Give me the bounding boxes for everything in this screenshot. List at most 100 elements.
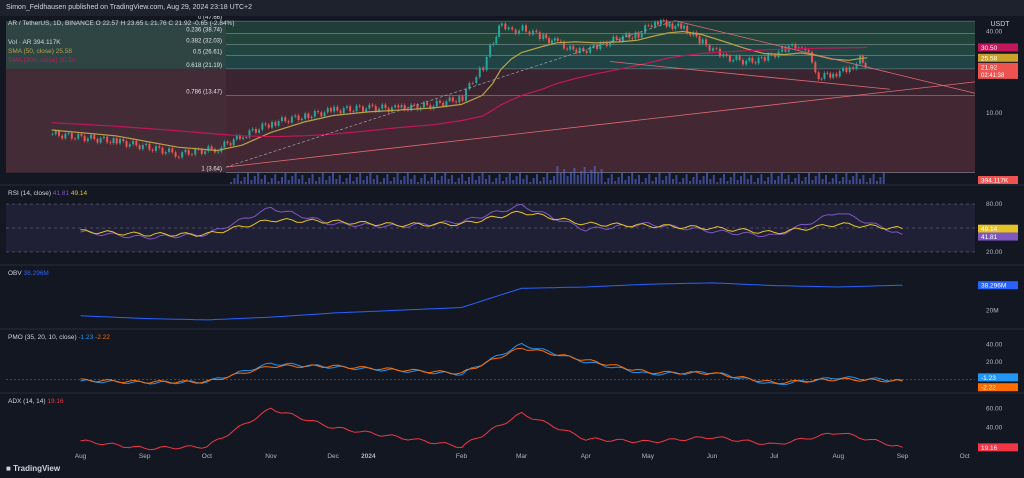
volume-bar <box>325 180 328 184</box>
rsi-legend: RSI (14, close) 41.81 49.14 <box>8 190 88 197</box>
time-tick: Dec <box>327 453 339 460</box>
rsi-ma-badge-bg <box>978 224 1018 233</box>
candle-body <box>77 133 80 139</box>
badge-sma200-bg <box>978 43 1018 52</box>
volume-bar <box>308 178 311 184</box>
sma200-line <box>51 46 868 138</box>
tradingview-logo[interactable]: ■ TradingView <box>6 460 60 478</box>
volume-bar <box>672 179 674 184</box>
candle-body <box>336 106 339 111</box>
volume-bar <box>845 173 848 184</box>
volume-bar <box>352 181 355 184</box>
fib-label: 0.382 (32.03) <box>186 39 222 45</box>
time-tick: Feb <box>456 453 468 460</box>
volume-bar <box>607 178 610 184</box>
volume-bar <box>695 173 698 184</box>
volume-bar <box>423 174 426 184</box>
volume-bar <box>743 172 746 184</box>
candle-body <box>109 142 112 144</box>
rsi-tick: 20.00 <box>986 249 1003 256</box>
volume-bar <box>604 182 606 184</box>
candle-body <box>735 56 738 60</box>
obv-badge: 38.296M <box>981 283 1006 290</box>
volume-bar <box>553 176 555 184</box>
volume-bar <box>566 176 569 184</box>
chart-area[interactable]: 0 (47.66) 0.236 (38.74) 0.382 (32.03) 0.5 (… <box>0 16 1024 460</box>
candle-body <box>177 156 180 158</box>
candle-body <box>605 42 608 46</box>
adx-badge-bg <box>978 443 1018 452</box>
adx-tick: 60.00 <box>986 406 1003 413</box>
candle-body <box>248 130 251 138</box>
candle-body <box>317 111 320 113</box>
volume-bar <box>736 180 739 184</box>
volume-bar <box>430 177 433 184</box>
candle-body <box>397 105 400 108</box>
candle-body <box>615 36 618 39</box>
candle-body <box>261 123 264 130</box>
volume-bar <box>777 176 780 184</box>
candle-body <box>559 40 562 42</box>
candle-body <box>125 141 128 147</box>
candle-body <box>64 133 67 139</box>
volume-bar <box>593 166 596 184</box>
volume-bar <box>328 176 331 184</box>
candle-body <box>290 116 293 123</box>
candle-body <box>294 115 297 117</box>
volume-bar <box>362 180 365 184</box>
candle-body <box>728 55 731 62</box>
volume-legend: Vol · AR 394.117K <box>8 39 61 46</box>
candle-body <box>855 63 858 69</box>
volume-bar <box>583 167 586 184</box>
badge-volume: 394.117K <box>981 178 1009 185</box>
volume-bar <box>349 174 351 184</box>
candle-body <box>518 30 521 34</box>
time-tick: Oct <box>202 453 212 460</box>
candle-body <box>575 49 578 53</box>
volume-bar <box>284 173 287 184</box>
volume-bar <box>879 177 882 184</box>
volume-bar <box>774 180 776 184</box>
volume-bar <box>298 179 300 184</box>
candle-body <box>535 30 538 33</box>
candle-body <box>569 46 572 50</box>
volume-bar <box>665 176 668 184</box>
candle-body <box>542 34 545 40</box>
candle-body <box>550 40 553 44</box>
volume-bar <box>716 182 719 184</box>
candle-body <box>426 102 429 106</box>
volume-bar <box>746 179 749 184</box>
candle-body <box>631 37 634 39</box>
candle-body <box>835 73 838 77</box>
volume-bar <box>692 177 695 184</box>
candle-body <box>132 140 135 145</box>
volume-bar <box>434 173 436 184</box>
candle-body <box>826 72 829 74</box>
tradingview-icon: ■ <box>6 464 11 473</box>
candle-body <box>461 96 464 101</box>
volume-bar <box>801 181 804 184</box>
candle-body <box>712 48 715 51</box>
volume-bar <box>740 176 742 184</box>
candle-body <box>665 20 668 27</box>
candle-body <box>578 47 581 53</box>
volume-bar <box>488 175 491 184</box>
volume-bar <box>318 177 321 184</box>
candle-body <box>74 138 77 140</box>
adx-line-0 <box>80 407 903 451</box>
volume-bar <box>485 179 487 184</box>
publisher-text: Simon_Feldhausen published on TradingVie… <box>6 4 253 11</box>
volume-bar <box>474 180 477 184</box>
candle-body <box>232 139 235 146</box>
volume-bar <box>797 174 800 184</box>
volume-bar <box>369 172 372 184</box>
pmo-badge: -1.23 <box>981 375 996 382</box>
volume-bar <box>400 180 402 184</box>
candle-body <box>612 36 615 43</box>
obv-tick: 20M <box>986 307 999 314</box>
volume-bar <box>386 174 389 184</box>
candle-body <box>204 151 207 154</box>
candle-body <box>861 55 864 63</box>
candle-body <box>683 25 686 29</box>
volume-bar <box>563 169 566 184</box>
